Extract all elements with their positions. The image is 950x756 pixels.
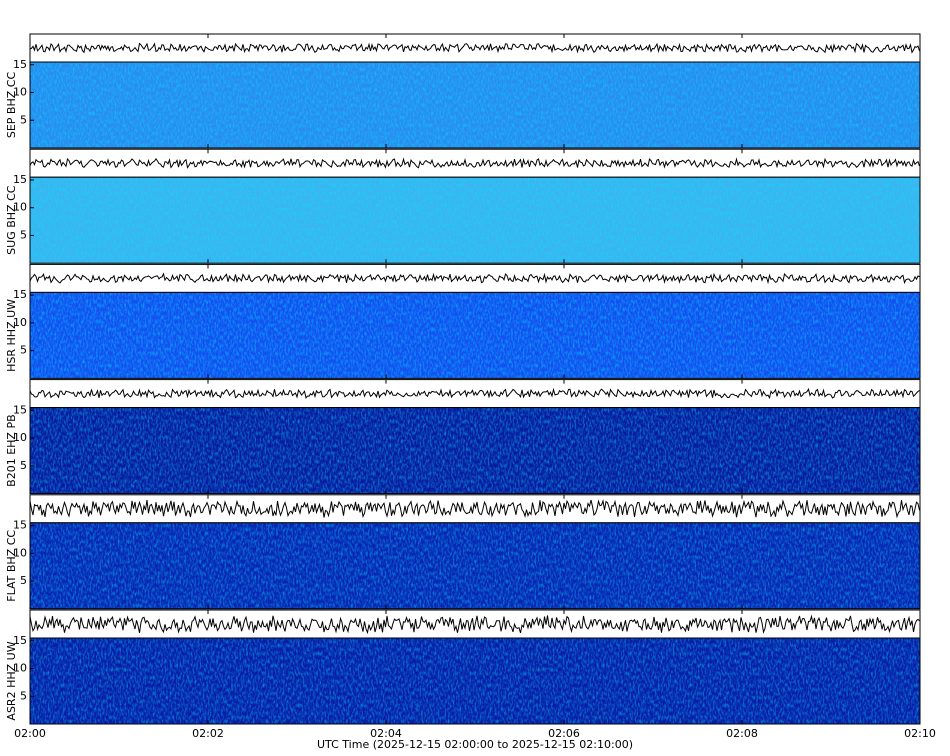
y-tick-label: 5	[20, 459, 27, 472]
waveform-frame	[29, 263, 921, 293]
spectrogram-texture	[30, 62, 920, 148]
y-tick-label: 15	[13, 288, 27, 301]
x-tick-label: 02:04	[370, 727, 402, 740]
panel-label: SEP BHZ CC	[5, 72, 18, 139]
spectrogram-texture	[30, 522, 920, 609]
y-tick-label: 15	[13, 173, 27, 186]
waveform	[29, 42, 920, 54]
y-tick-label: 5	[20, 228, 27, 241]
x-tick-label: 02:00	[14, 727, 46, 740]
x-tick-label: 02:06	[548, 727, 580, 740]
x-tick-label: 02:08	[726, 727, 758, 740]
waveform	[29, 157, 920, 169]
waveform-frame	[29, 494, 921, 524]
spectrogram-frame	[29, 176, 921, 264]
y-tick-label: 10	[13, 546, 27, 559]
y-tick-label: 10	[13, 431, 27, 444]
spectrogram-texture	[30, 407, 920, 494]
waveform	[29, 614, 920, 635]
y-tick-label: 10	[13, 316, 27, 329]
x-tick-label: 02:02	[192, 727, 224, 740]
spectrogram-frame	[29, 637, 921, 725]
spectrogram-texture	[30, 638, 920, 724]
spectrogram-frame	[29, 407, 921, 495]
y-tick-label: 15	[13, 634, 27, 647]
waveform	[29, 387, 920, 400]
x-axis-label: UTC Time (2025-12-15 02:00:00 to 2025-12…	[317, 738, 633, 751]
spectrogram-frame	[29, 291, 921, 379]
y-tick-label: 10	[13, 662, 27, 675]
panel-label: B201 EHZ PB	[5, 414, 18, 486]
spectrogram-texture	[30, 177, 920, 264]
panel-label: FLAT BHZ CC	[5, 530, 18, 602]
y-tick-label: 15	[13, 58, 27, 71]
waveform	[29, 499, 920, 519]
panel-label: HSR HHZ UW	[5, 299, 18, 372]
spectrogram-frame	[29, 522, 921, 610]
panel-label: SUG BHZ CC	[5, 185, 18, 255]
spectrogram-texture	[30, 292, 920, 379]
y-tick-label: 15	[13, 519, 27, 532]
y-tick-label: 5	[20, 344, 27, 357]
panel-label: ASR2 HHZ UW	[5, 641, 18, 720]
y-tick-label: 10	[13, 201, 27, 214]
y-tick-label: 10	[13, 86, 27, 99]
y-tick-label: 5	[20, 574, 27, 587]
y-tick-label: 5	[20, 113, 27, 126]
spectrogram-frame	[29, 61, 921, 149]
y-tick-label: 15	[13, 403, 27, 416]
x-tick-label: 02:10	[904, 727, 936, 740]
y-tick-label: 5	[20, 689, 27, 702]
waveform	[29, 272, 920, 285]
